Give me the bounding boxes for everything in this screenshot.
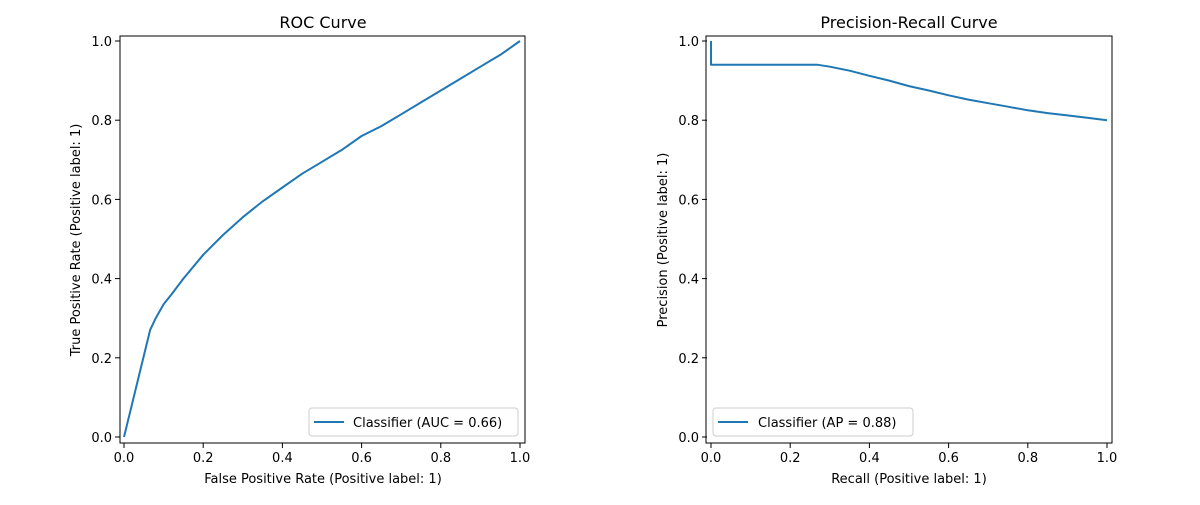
pr-x-tick-label: 0.4 — [859, 451, 880, 466]
roc-y-tick-label: 0.0 — [91, 431, 112, 446]
pr-x-axis-label: Recall (Positive label: 1) — [831, 472, 987, 487]
pr-y-tick-label: 0.8 — [678, 114, 699, 129]
roc-y-tick-label: 0.4 — [91, 273, 112, 288]
pr-y-ticks: 0.0 0.2 0.4 0.6 0.8 1.0 — [678, 35, 707, 446]
pr-y-tick-label: 0.2 — [678, 352, 699, 367]
pr-x-tick-label: 0.8 — [1017, 451, 1038, 466]
roc-x-ticks: 0.0 0.2 0.4 0.6 0.8 1.0 — [114, 443, 531, 466]
roc-x-tick-label: 0.0 — [114, 451, 135, 466]
roc-y-tick-label: 0.2 — [91, 352, 112, 367]
roc-x-tick-label: 0.8 — [430, 451, 451, 466]
pr-x-ticks: 0.0 0.2 0.4 0.6 0.8 1.0 — [701, 443, 1118, 466]
roc-x-tick-label: 1.0 — [510, 451, 531, 466]
roc-x-tick-label: 0.2 — [193, 451, 214, 466]
pr-y-axis-label: Precision (Positive label: 1) — [656, 153, 671, 328]
pr-x-tick-label: 1.0 — [1097, 451, 1118, 466]
pr-y-tick-label: 0.4 — [678, 273, 699, 288]
roc-y-axis-label: True Positive Rate (Positive label: 1) — [69, 124, 84, 358]
pr-panel: Precision-Recall Curve 0.0 0.2 0.4 0.6 0.8 1.… — [656, 13, 1117, 487]
roc-legend-box — [308, 407, 519, 437]
pr-x-tick-label: 0.6 — [938, 451, 959, 466]
pr-x-tick-label: 0.2 — [780, 451, 801, 466]
roc-series — [123, 40, 521, 438]
roc-legend: Classifier (AUC = 0.66) — [308, 407, 519, 437]
roc-x-tick-label: 0.6 — [351, 451, 372, 466]
pr-plot-frame — [705, 35, 1113, 444]
roc-panel: ROC Curve 0.0 0.2 0.4 0.6 0.8 1.0 0.00.20.40.… — [69, 13, 530, 487]
roc-y-tick-label: 0.8 — [91, 114, 112, 129]
pr-y-tick-label: 0.0 — [678, 431, 699, 446]
pr-series — [710, 41, 1108, 122]
roc-y-tick-label: 0.6 — [91, 193, 112, 208]
pr-legend: Classifier (AP = 0.88) — [712, 407, 914, 437]
roc-series-line — [123, 40, 521, 438]
pr-legend-box — [712, 407, 914, 437]
roc-y-tick-label: 1.0 — [91, 35, 112, 50]
pr-title: Precision-Recall Curve — [820, 13, 997, 32]
pr-series-line — [710, 41, 1108, 122]
roc-legend-label: Classifier (AUC = 0.66) — [353, 416, 502, 431]
roc-x-axis-label: False Positive Rate (Positive label: 1) — [204, 472, 442, 487]
pr-legend-label: Classifier (AP = 0.88) — [758, 416, 896, 431]
roc-y-ticks: 0.0 0.2 0.4 0.6 0.8 1.0 — [91, 35, 120, 446]
roc-plot-frame — [119, 35, 526, 444]
pr-y-tick-label: 1.0 — [678, 35, 699, 50]
roc-title: ROC Curve — [279, 13, 366, 32]
pr-x-tick-label: 0.0 — [701, 451, 722, 466]
pr-y-tick-label: 0.6 — [678, 193, 699, 208]
roc-x-tick-label: 0.4 — [272, 451, 293, 466]
